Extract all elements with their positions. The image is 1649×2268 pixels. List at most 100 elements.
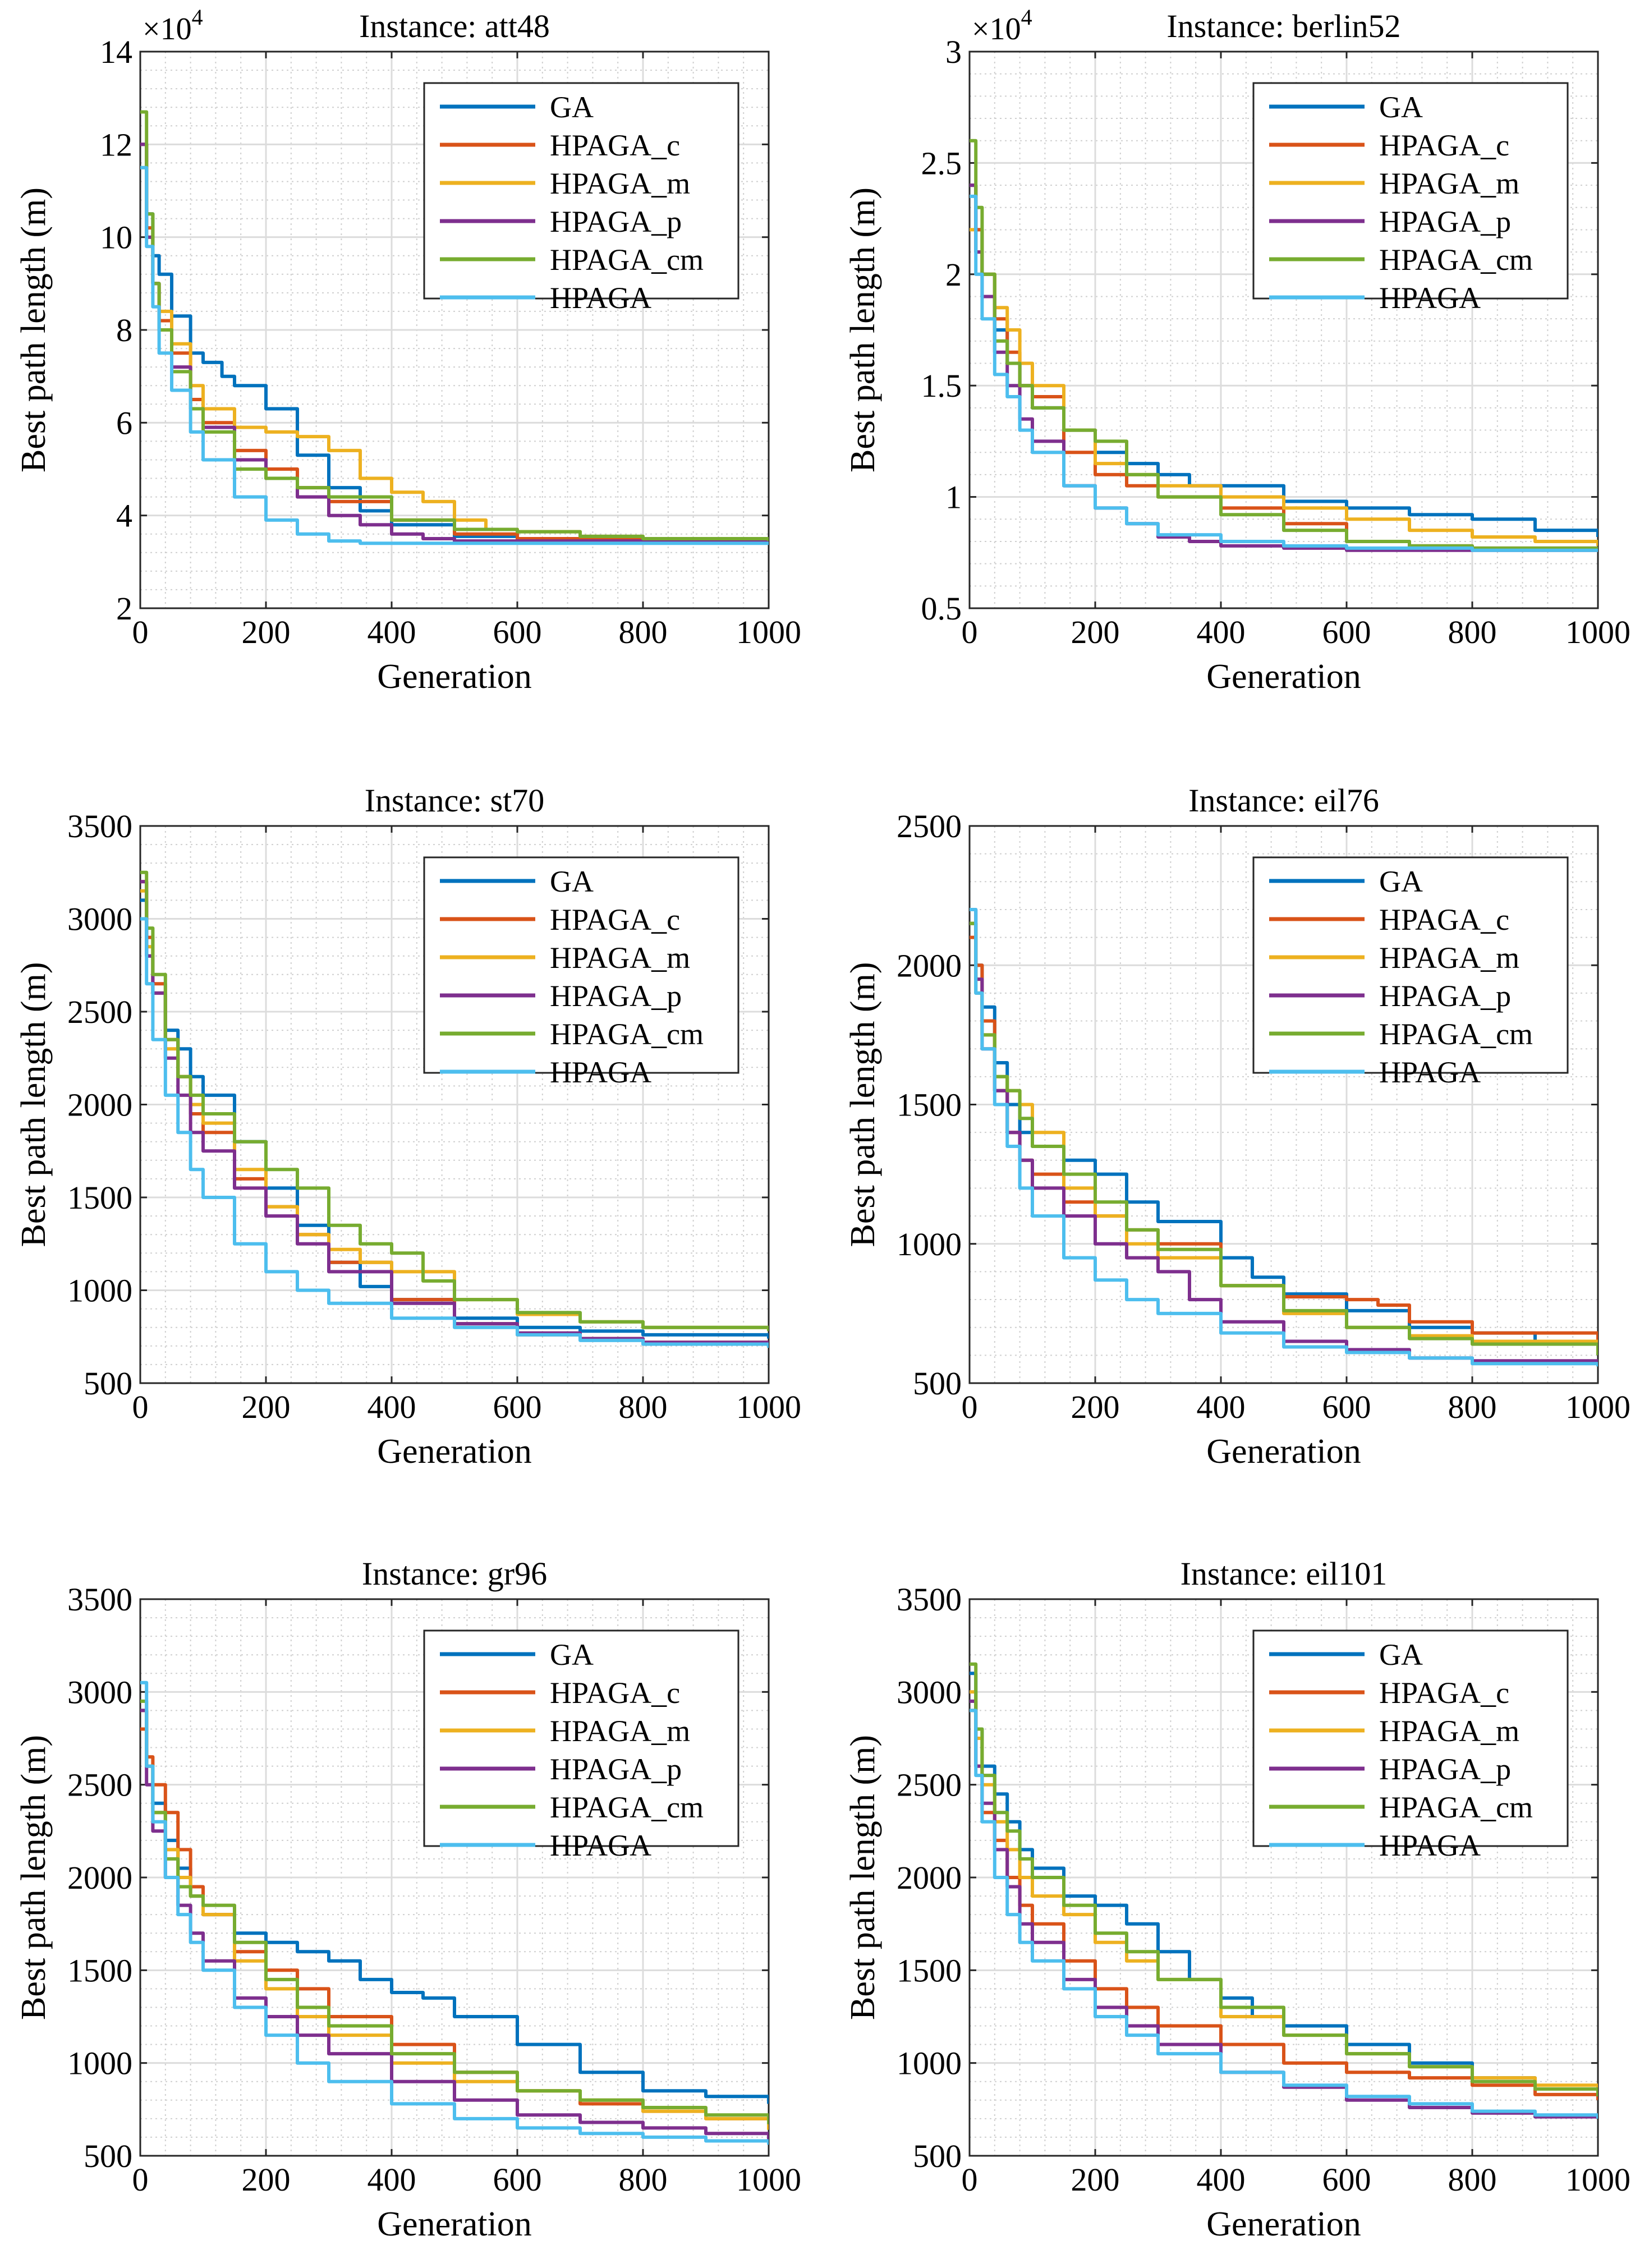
legend-label: HPAGA_cm [1379, 243, 1533, 277]
legend-label: HPAGA [550, 281, 651, 315]
legend-label: HPAGA_c [550, 1676, 680, 1710]
legend-label: GA [1379, 1638, 1423, 1672]
legend-label: HPAGA_p [1379, 979, 1511, 1013]
series-line-hpaga-cm [970, 139, 1598, 550]
y-tick-label: 2500 [897, 808, 962, 844]
series-line-ga [140, 1709, 769, 2104]
x-tick-label: 600 [1322, 2161, 1371, 2198]
series-line-hpaga [970, 194, 1598, 552]
x-tick-label: 800 [1448, 2161, 1497, 2198]
legend-box [423, 856, 739, 1074]
legend-label: HPAGA [1379, 281, 1481, 315]
series-layer [140, 1681, 769, 2145]
series-line-hpaga [140, 1681, 769, 2145]
x-tick-label: 400 [368, 2161, 416, 2198]
chart-4: 0 200 400 600 800 1000 500 1000 1500 2000 2500 Inst… [844, 782, 1630, 1471]
y-axis-exponent: ×104 [972, 4, 1032, 47]
legend-label: HPAGA_m [1379, 1714, 1519, 1748]
y-axis-label: Best path length (m) [844, 962, 882, 1247]
legend-label: GA [550, 1638, 594, 1672]
legend-label: HPAGA_p [550, 205, 682, 238]
legend-label: HPAGA_m [550, 167, 690, 200]
chart-2: 0 200 400 600 800 1000 0.5 1 1.5 2 2.5 3 ×104 Instanc… [844, 4, 1630, 696]
x-tick-label: 600 [493, 614, 542, 650]
legend-label: HPAGA_c [550, 903, 680, 936]
y-tick-label: 2000 [67, 1860, 132, 1896]
y-axis-label: Best path length (m) [844, 187, 882, 472]
y-tick-label: 1000 [897, 2045, 962, 2082]
legend-label: GA [1379, 90, 1423, 124]
y-tick-label: 1000 [897, 1226, 962, 1262]
chart-6: 0 200 400 600 800 1000 500 1000 1500 2000 2500 3000… [844, 1555, 1630, 2243]
x-tick-label: 800 [1448, 614, 1497, 650]
x-tick-label: 1000 [736, 614, 801, 650]
x-tick-label: 400 [368, 1389, 416, 1425]
legend-label: HPAGA_cm [1379, 1017, 1533, 1051]
chart-title: Instance: st70 [365, 782, 545, 819]
x-tick-label: 1000 [1565, 614, 1630, 650]
legend-label: GA [550, 865, 594, 898]
legend: GA HPAGA_c HPAGA_m HPAGA_p HPAGA_cm HPAGA [1252, 1629, 1569, 1862]
legend-box [1252, 856, 1569, 1074]
legend-box [1252, 1629, 1569, 1847]
y-axis-label: Best path length (m) [15, 187, 53, 472]
legend-box [423, 82, 739, 300]
series-line-hpaga-c [140, 1727, 769, 2127]
series-line-hpaga [970, 1709, 1598, 2119]
y-tick-label: 1000 [67, 1273, 132, 1309]
x-tick-label: 200 [242, 2161, 291, 2198]
y-tick-label: 500 [84, 1365, 132, 1402]
x-axis-label: Generation [377, 1433, 531, 1471]
legend-label: HPAGA_m [550, 941, 690, 975]
y-tick-label: 1500 [67, 1952, 132, 1989]
x-tick-label: 600 [493, 2161, 542, 2198]
legend-label: HPAGA_p [1379, 205, 1511, 238]
x-tick-label: 200 [242, 614, 291, 650]
legend-label: GA [1379, 865, 1423, 898]
x-tick-label: 0 [132, 2161, 149, 2198]
series-line-hpaga [970, 908, 1598, 1367]
legend-label: HPAGA [550, 1829, 651, 1862]
chart-3: 0 200 400 600 800 1000 500 1000 1500 2000 2500 3000… [15, 782, 801, 1471]
chart-1: 0 200 400 600 800 1000 2 4 6 8 10 12 14 ×104 Instance:… [15, 4, 801, 696]
y-tick-label: 1 [945, 479, 962, 516]
legend-label: HPAGA [1379, 1829, 1481, 1862]
y-tick-label: 500 [913, 2138, 962, 2174]
legend-label: HPAGA_p [550, 1752, 682, 1786]
x-tick-label: 600 [1322, 1389, 1371, 1425]
y-tick-label: 3000 [897, 1674, 962, 1710]
x-tick-label: 400 [1197, 2161, 1246, 2198]
legend-label: GA [550, 90, 594, 124]
x-axis-label: Generation [377, 658, 531, 696]
legend-label: HPAGA [550, 1055, 651, 1089]
axes-box [968, 50, 1599, 609]
y-tick-label: 500 [84, 2138, 132, 2174]
y-tick-label: 1500 [897, 1087, 962, 1123]
series-line-hpaga-cm [970, 1662, 1598, 2097]
y-tick-label: 12 [100, 126, 132, 163]
y-axis-exponent: ×104 [143, 4, 203, 47]
y-tick-label: 2500 [897, 1767, 962, 1803]
legend-label: HPAGA_c [550, 128, 680, 162]
y-tick-label: 3500 [67, 1581, 132, 1618]
legend-label: HPAGA_cm [550, 243, 704, 277]
y-tick-label: 2500 [67, 994, 132, 1030]
chart-title: Instance: gr96 [362, 1555, 547, 1592]
x-tick-label: 800 [619, 614, 668, 650]
y-tick-label: 2000 [897, 1860, 962, 1896]
legend-label: HPAGA_m [1379, 941, 1519, 975]
legend-box [423, 1629, 739, 1847]
legend-label: HPAGA_p [1379, 1752, 1511, 1786]
x-tick-label: 200 [1071, 614, 1120, 650]
series-line-hpaga [140, 166, 769, 545]
y-tick-label: 2 [116, 590, 132, 627]
series-line-hpaga-cm [140, 110, 769, 541]
y-tick-label: 2.5 [921, 145, 962, 181]
chart-5: 0 200 400 600 800 1000 500 1000 1500 2000 2500 3000… [15, 1555, 801, 2243]
x-axis-label: Generation [1206, 1433, 1361, 1471]
legend-label: HPAGA_c [1379, 128, 1509, 162]
x-axis-label: Generation [1206, 658, 1361, 696]
y-tick-label: 2000 [67, 1087, 132, 1123]
y-axis-label: Best path length (m) [844, 1735, 882, 2020]
legend-label: HPAGA_cm [550, 1017, 704, 1051]
